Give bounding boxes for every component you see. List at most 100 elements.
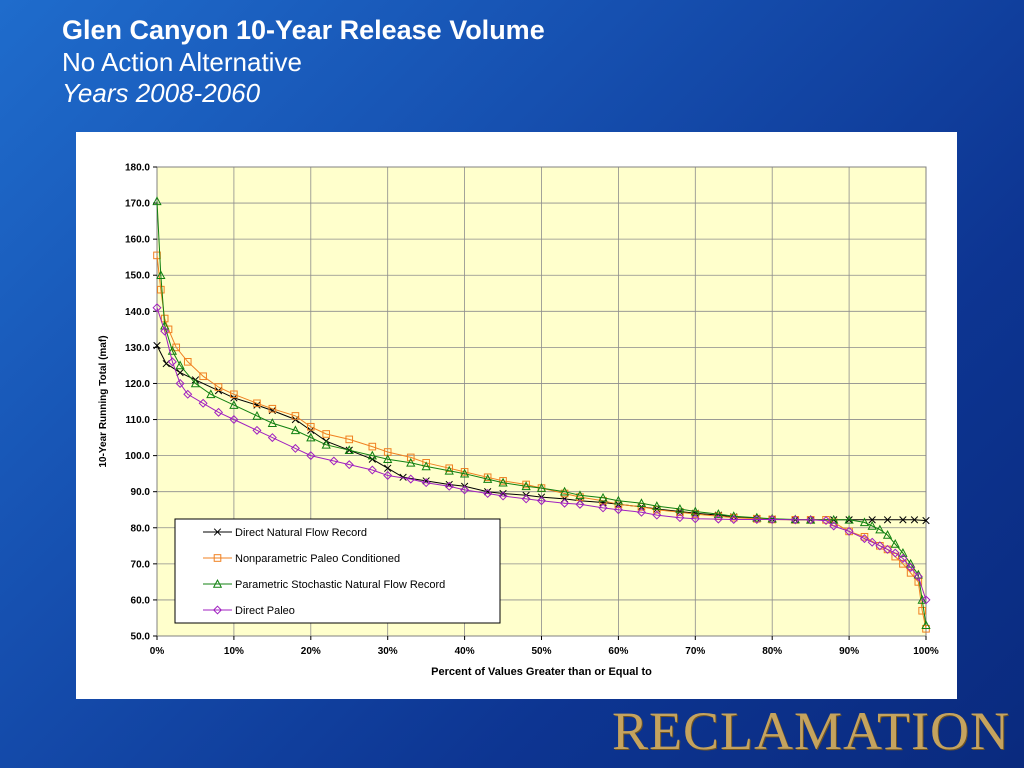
data-point-direct-paleo — [844, 526, 854, 536]
data-point-direct-paleo — [598, 503, 608, 513]
data-point-parametric-stochastic-natural-flow-record — [713, 509, 723, 518]
data-point-parametric-stochastic-natural-flow-record — [917, 594, 927, 604]
data-point-nonparametric-paleo-conditioned — [906, 569, 915, 577]
data-point-parametric-stochastic-natural-flow-record — [306, 432, 316, 442]
data-point-direct-natural-flow-record — [399, 473, 407, 481]
y-tick-label: 160.0 — [125, 235, 150, 246]
release-volume-chart: 0% 10% 20% 30% 40% 50% 60% 70% 80% 90% 100% 50.0 60.… — [98, 163, 939, 679]
x-axis-label: Percent of Values Greater than or Equal … — [431, 666, 652, 678]
data-point-direct-natural-flow-record — [899, 516, 907, 524]
data-point-parametric-stochastic-natural-flow-record — [829, 514, 839, 524]
data-point-parametric-stochastic-natural-flow-record — [498, 477, 508, 487]
x-tick-label: 40% — [455, 646, 475, 657]
data-point-direct-paleo — [560, 498, 570, 508]
data-point-direct-natural-flow-record — [910, 516, 919, 524]
data-point-nonparametric-paleo-conditioned — [157, 285, 165, 294]
data-point-parametric-stochastic-natural-flow-record — [636, 498, 647, 508]
data-point-direct-paleo — [675, 513, 685, 523]
legend-item: Parametric Stochastic Natural Flow Recor… — [203, 579, 445, 591]
data-point-direct-paleo — [536, 496, 547, 506]
data-point-direct-paleo — [613, 505, 623, 515]
data-point-parametric-stochastic-natural-flow-record — [859, 517, 870, 527]
data-point-direct-paleo — [752, 514, 762, 524]
data-point-parametric-stochastic-natural-flow-record — [844, 514, 854, 524]
chart-panel: 0% 10% 20% 30% 40% 50% 60% 70% 80% 90% 100% 50.0 60.… — [76, 132, 957, 699]
data-point-nonparametric-paleo-conditioned — [153, 251, 161, 260]
data-point-parametric-stochastic-natural-flow-record — [167, 346, 178, 355]
data-point-parametric-stochastic-natural-flow-record — [152, 196, 162, 206]
data-point-parametric-stochastic-natural-flow-record — [898, 548, 908, 557]
data-point-direct-paleo — [883, 544, 893, 554]
x-tick-label: 30% — [378, 646, 398, 657]
data-point-direct-paleo — [806, 515, 816, 525]
data-point-direct-paleo — [214, 407, 224, 417]
data-point-direct-paleo — [160, 326, 170, 336]
data-point-parametric-stochastic-natural-flow-record — [421, 461, 431, 471]
data-point-direct-paleo — [636, 507, 646, 517]
data-point-parametric-stochastic-natural-flow-record — [406, 457, 416, 467]
slide-title-block: Glen Canyon 10-Year Release Volume No Ac… — [62, 14, 545, 110]
data-point-direct-paleo — [229, 415, 239, 425]
data-point-direct-natural-flow-record — [883, 516, 892, 524]
legend-label: Nonparametric Paleo Conditioned — [235, 553, 400, 565]
x-tick-label: 100% — [913, 646, 939, 657]
y-tick-label: 150.0 — [125, 271, 150, 282]
legend-item: Direct Natural Flow Record — [203, 527, 367, 539]
series-line-nonparametric-paleo-conditioned — [156, 255, 927, 629]
data-point-nonparametric-paleo-conditioned — [483, 473, 492, 482]
data-point-nonparametric-paleo-conditioned — [406, 453, 415, 462]
data-point-direct-paleo — [713, 514, 723, 524]
data-point-direct-paleo — [790, 515, 800, 525]
data-point-parametric-stochastic-natural-flow-record — [459, 468, 470, 478]
slide-subtitle: No Action Alternative — [62, 47, 302, 77]
data-point-parametric-stochastic-natural-flow-record — [206, 389, 216, 399]
data-point-direct-paleo — [729, 514, 739, 524]
data-point-parametric-stochastic-natural-flow-record — [890, 539, 900, 548]
legend-label: Direct Paleo — [235, 605, 295, 617]
series-direct-paleo — [152, 303, 931, 605]
data-point-nonparametric-paleo-conditioned — [291, 412, 300, 420]
reclamation-logo: RECLAMATION — [612, 701, 1010, 761]
data-point-direct-paleo — [867, 537, 877, 547]
data-point-nonparametric-paleo-conditioned — [214, 383, 223, 391]
y-tick-label: 110.0 — [126, 415, 151, 426]
legend-marker — [213, 528, 222, 536]
data-point-parametric-stochastic-natural-flow-record — [367, 450, 377, 460]
data-point-nonparametric-paleo-conditioned — [307, 422, 315, 431]
data-point-parametric-stochastic-natural-flow-record — [344, 445, 354, 455]
data-point-direct-paleo — [521, 494, 531, 504]
y-tick-label: 90.0 — [131, 487, 151, 498]
data-point-parametric-stochastic-natural-flow-record — [156, 270, 166, 280]
slide-title: Glen Canyon 10-Year Release Volume — [62, 15, 545, 45]
data-point-direct-paleo — [890, 548, 900, 558]
data-point-parametric-stochastic-natural-flow-record — [921, 620, 931, 629]
data-point-parametric-stochastic-natural-flow-record — [290, 425, 301, 435]
data-point-parametric-stochastic-natural-flow-record — [229, 400, 239, 409]
legend-marker — [213, 554, 222, 562]
data-point-nonparametric-paleo-conditioned — [253, 399, 261, 408]
data-point-direct-paleo — [183, 389, 193, 399]
y-tick-label: 120.0 — [125, 379, 150, 390]
data-point-nonparametric-paleo-conditioned — [268, 404, 277, 413]
data-point-direct-paleo — [652, 510, 662, 520]
y-tick-label: 140.0 — [125, 307, 150, 318]
data-point-parametric-stochastic-natural-flow-record — [252, 410, 262, 420]
legend-item: Direct Paleo — [203, 605, 295, 617]
data-point-parametric-stochastic-natural-flow-record — [321, 439, 331, 449]
data-point-direct-paleo — [575, 499, 585, 509]
legend-item: Nonparametric Paleo Conditioned — [203, 553, 400, 565]
y-tick-label: 100.0 — [125, 451, 150, 462]
legend-label: Direct Natural Flow Record — [235, 527, 367, 539]
data-point-direct-paleo — [906, 562, 916, 572]
data-point-parametric-stochastic-natural-flow-record — [652, 501, 662, 510]
data-point-parametric-stochastic-natural-flow-record — [598, 492, 608, 502]
data-point-direct-paleo — [498, 491, 508, 501]
data-point-direct-paleo — [367, 465, 377, 475]
data-point-direct-paleo — [267, 433, 277, 443]
data-point-direct-paleo — [329, 456, 339, 466]
data-point-parametric-stochastic-natural-flow-record — [483, 474, 493, 483]
data-point-direct-paleo — [875, 541, 885, 551]
data-point-parametric-stochastic-natural-flow-record — [767, 513, 777, 523]
data-point-direct-paleo — [690, 514, 700, 524]
data-point-nonparametric-paleo-conditioned — [460, 468, 469, 476]
